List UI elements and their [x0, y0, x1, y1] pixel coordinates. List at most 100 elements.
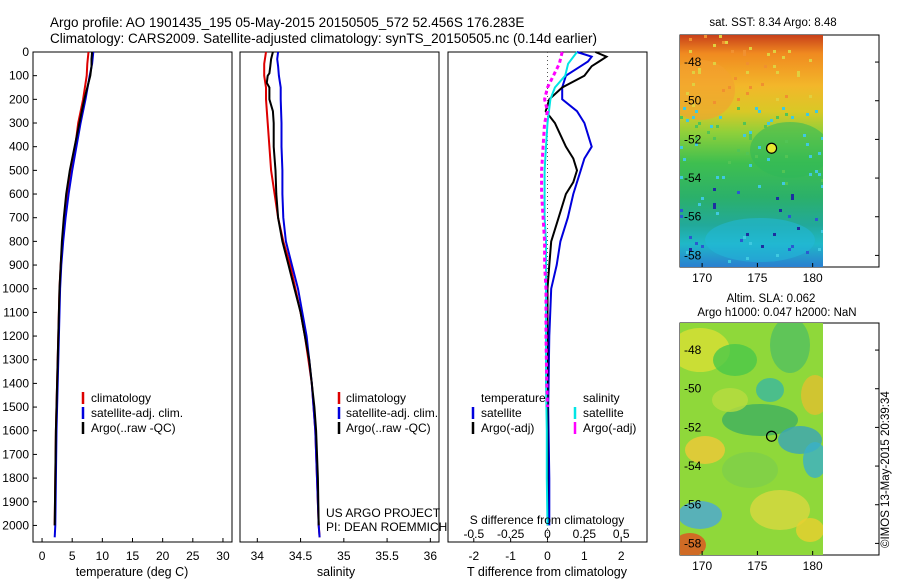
sst-pixel: [776, 254, 779, 257]
x-tick-label: 35: [337, 549, 351, 563]
depth-tick-label: 900: [9, 258, 29, 272]
depth-tick-label: 800: [9, 234, 29, 248]
legend-argo-label: Argo(..raw -QC): [91, 421, 176, 435]
sst-pixel: [749, 242, 752, 245]
sst-pixel: [746, 257, 749, 260]
sst-float-location-marker: [765, 142, 778, 154]
sst-pixel: [776, 98, 779, 101]
sst-pixel: [713, 44, 716, 47]
sst-pixel: [746, 62, 749, 65]
sst-pixel: [695, 110, 698, 113]
sst-pixel: [797, 71, 800, 74]
sst-pixel: [767, 122, 770, 125]
sst-pixel: [743, 50, 746, 53]
sla-blob: [750, 490, 810, 530]
sst-pixel: [761, 83, 764, 86]
sst-pixel: [749, 47, 752, 50]
sst-pixel: [695, 143, 698, 146]
legend-satellite-label: satellite-adj. clim.: [346, 406, 438, 420]
salinity-axes-frame: [239, 51, 440, 543]
imos-timestamp: ©IMOS 13-May-2015 20:39:34: [880, 391, 892, 548]
sla-blob: [713, 344, 757, 376]
depth-tick-label: 600: [9, 187, 29, 201]
map-y-tick-label: -54: [684, 459, 702, 473]
sst-pixel: [749, 164, 752, 167]
sst-pixel: [686, 119, 689, 122]
sst-pixel: [683, 158, 686, 161]
salinity-legend: climatology satellite-adj. clim. Argo(..…: [337, 391, 438, 435]
sst-pixel: [695, 242, 698, 245]
legend-climatology-label: climatology: [91, 391, 151, 405]
s-tick-label: 0: [544, 527, 551, 541]
legend-t-satellite-label: satellite: [481, 406, 522, 420]
sst-pixel: [749, 86, 752, 89]
sla-blob: [756, 378, 784, 402]
depth-tick-label: 1500: [2, 400, 29, 414]
sst-pixel: [698, 122, 701, 125]
sst-pixel: [809, 155, 812, 158]
sst-pixel: [686, 92, 689, 95]
sst-pixel: [782, 170, 785, 173]
project-credit: US ARGO PROJECT: [326, 506, 441, 520]
sst-pixel: [755, 107, 758, 110]
sst-pixel: [791, 245, 794, 248]
sst-pixel: [707, 131, 710, 134]
sst-pixel: [725, 41, 728, 44]
sst-pixel: [785, 113, 788, 116]
sst-pixel: [722, 176, 725, 179]
sla-blob: [722, 452, 778, 488]
sst-pixel: [809, 173, 812, 176]
sst-pixel: [716, 176, 719, 179]
depth-axis: 0 100 200 300 400 500 600 700 800 900 1000 1100 1200…: [2, 45, 451, 532]
sst-pixel: [728, 161, 731, 164]
sst-pixel: [692, 71, 695, 74]
map-x-tick-label: 170: [692, 271, 712, 285]
s-tick-label: 0.25: [573, 527, 597, 541]
sst-pixel: [809, 95, 812, 98]
sst-pixel: [791, 197, 794, 200]
sst-pixel: [713, 203, 716, 206]
map-y-tick-label: -48: [684, 55, 702, 69]
sst-pixel: [776, 71, 779, 74]
map-y-tick-label: -56: [684, 498, 702, 512]
sla-blob: [680, 533, 706, 555]
legend-satellite-label: satellite-adj. clim.: [91, 406, 183, 420]
sst-pixel: [737, 191, 740, 194]
map-y-tick-label: -58: [684, 248, 702, 262]
sst-pixel: [713, 137, 716, 140]
map-y-tick-label: -58: [684, 536, 702, 550]
sla-blob: [796, 518, 823, 542]
temperature-xlabel: temperature (deg C): [76, 565, 189, 579]
sst-pixel: [776, 116, 779, 119]
sst-pixel: [689, 248, 692, 251]
temperature-series: [53, 51, 95, 538]
sst-pixel: [716, 125, 719, 128]
sst-pixel: [758, 185, 761, 188]
sst-pixel: [815, 110, 818, 113]
x-tick-label: 10: [96, 549, 110, 563]
sst-pixel: [815, 218, 818, 221]
x-tick-label: 30: [216, 549, 230, 563]
sst-noise-pixels: [680, 35, 823, 263]
sst-pixel: [689, 38, 692, 41]
sla-blob: [722, 404, 798, 436]
header-line-2: Climatology: CARS2009. Satellite-adjuste…: [50, 31, 597, 46]
x-tick-label: 20: [156, 549, 170, 563]
map-y-tick-label: -56: [684, 210, 702, 224]
sst-pixel: [743, 134, 746, 137]
pi-credit: PI: DEAN ROEMMICH: [326, 520, 447, 534]
sst-pixel: [770, 119, 773, 122]
map-x-tick-label: 170: [692, 559, 712, 573]
legend-salinity-title: salinity: [583, 391, 620, 405]
salinity-x-axis: 34 34.5 35 35.5 36: [251, 538, 437, 563]
map-x-tick-label: 180: [803, 271, 823, 285]
temperature-profile-panel: 0100200300400500600700800900100011001200…: [2, 45, 451, 579]
sst-pixel: [821, 137, 823, 140]
sla-blob: [712, 388, 748, 412]
sst-pixel: [788, 215, 791, 218]
map-x-tick-label: 175: [747, 271, 767, 285]
sst-pixel: [818, 173, 821, 176]
sst-pixel: [692, 104, 695, 107]
x-tick-label: 1: [581, 549, 588, 563]
sst-pixel: [692, 116, 695, 119]
